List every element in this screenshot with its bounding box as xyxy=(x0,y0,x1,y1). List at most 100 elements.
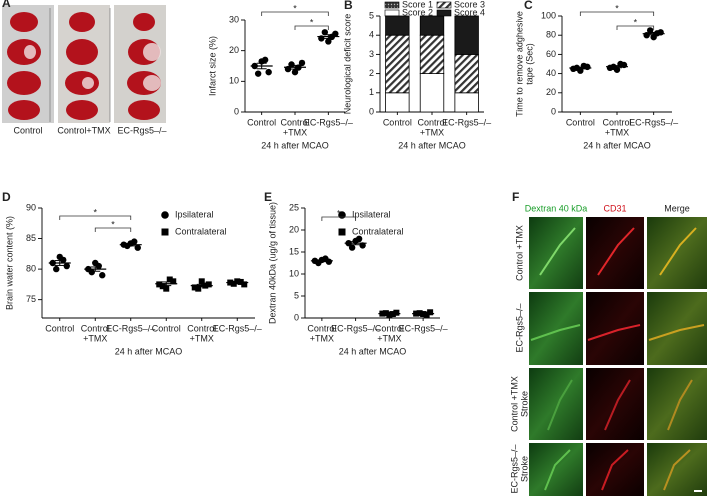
x-tick-label: Control xyxy=(602,117,631,127)
data-point xyxy=(423,311,430,318)
x-tick-label: +TMX xyxy=(310,333,334,343)
y-tick-label: 4 xyxy=(369,30,374,40)
row-label: Stroke xyxy=(519,391,529,417)
x-axis-label: 24 h after MCAO xyxy=(115,346,183,356)
significance-bracket xyxy=(579,11,655,16)
y-tick-label: 20 xyxy=(289,224,299,234)
x-tick-label: Control xyxy=(375,323,404,333)
y-tick-label: 40 xyxy=(546,68,556,78)
significance-label: * xyxy=(634,17,638,27)
legend-label: Score 1 xyxy=(402,0,433,9)
y-tick-label: 80 xyxy=(546,30,556,40)
data-point xyxy=(321,29,329,36)
x-tick-label: Control xyxy=(152,323,181,333)
legend-swatch xyxy=(384,1,400,9)
y-tick-label: 25 xyxy=(289,202,299,212)
y-tick-label: 80 xyxy=(26,263,36,273)
column-header: Merge xyxy=(664,203,690,213)
x-tick-label: Control xyxy=(307,323,336,333)
brain-photos xyxy=(2,5,166,123)
x-tick-label: +TMX xyxy=(83,333,107,343)
y-tick-label: 0 xyxy=(294,312,299,322)
legend-swatch xyxy=(436,9,452,17)
panel-label: A xyxy=(2,0,11,10)
data-point xyxy=(95,262,102,270)
x-tick-label: Control xyxy=(81,323,110,333)
significance-bracket xyxy=(616,25,655,30)
significance-label: * xyxy=(293,3,297,13)
x-axis-label: 24 h after MCAO xyxy=(339,346,407,356)
x-axis-label: 24 h after MCAO xyxy=(583,140,651,150)
panel-label: E xyxy=(264,190,272,204)
data-point xyxy=(254,70,262,77)
y-tick-label: 30 xyxy=(229,14,239,24)
data-point xyxy=(166,276,173,283)
legend-marker xyxy=(161,228,169,236)
panel-label: B xyxy=(344,0,353,12)
photo-caption: Control+TMX xyxy=(57,125,110,135)
row-label: Stroke xyxy=(519,456,529,482)
x-tick-label: EC-Rgs5–/– xyxy=(331,323,380,333)
x-tick-label: Control xyxy=(280,117,309,127)
data-point xyxy=(191,284,198,291)
y-tick-label: 2 xyxy=(369,68,374,78)
y-tick-label: 3 xyxy=(369,49,374,59)
legend-label: Contralateral xyxy=(352,226,404,236)
x-tick-label: Control xyxy=(187,323,216,333)
legend-swatch xyxy=(436,1,452,9)
y-tick-label: 5 xyxy=(294,290,299,300)
y-tick-label: 90 xyxy=(26,202,36,212)
data-point xyxy=(355,235,363,242)
row-label: Control +TMX xyxy=(514,225,524,281)
legend-label: Score 3 xyxy=(454,0,485,9)
y-tick-label: 85 xyxy=(26,233,36,243)
y-tick-label: 15 xyxy=(289,246,299,256)
data-point xyxy=(241,281,248,288)
x-tick-label: +TMX xyxy=(420,127,444,137)
data-point xyxy=(265,68,272,76)
significance-label: * xyxy=(310,17,314,27)
panel-label: C xyxy=(524,0,533,12)
data-point xyxy=(88,268,95,276)
y-tick-label: 0 xyxy=(551,106,556,116)
significance-bracket xyxy=(94,227,132,232)
micrographs xyxy=(529,217,707,496)
data-point xyxy=(386,311,393,318)
bar-segment xyxy=(419,73,445,113)
y-tick-label: 0 xyxy=(234,106,239,116)
y-tick-label: 1 xyxy=(369,87,374,97)
row-label: EC-Rgs5–/– xyxy=(514,303,524,352)
data-point xyxy=(163,285,170,292)
panel-label: F xyxy=(512,190,519,204)
significance-bracket xyxy=(294,25,329,30)
y-tick-label: 100 xyxy=(541,10,556,20)
data-point xyxy=(99,272,106,279)
legend-marker xyxy=(161,211,169,219)
column-header: Dextran 40 kDa xyxy=(525,203,588,213)
y-tick-label: 20 xyxy=(546,87,556,97)
row-label: Control +TMX xyxy=(509,376,519,432)
x-tick-label: EC-Rgs5–/– xyxy=(629,117,678,127)
significance-label: * xyxy=(111,219,115,229)
legend-label: Contralateral xyxy=(175,226,227,236)
y-axis-label: Brain water content (%) xyxy=(4,216,14,310)
x-tick-label: EC-Rgs5–/– xyxy=(213,323,262,333)
data-point xyxy=(348,244,356,251)
x-tick-label: +TMX xyxy=(190,333,214,343)
photo-caption: Control xyxy=(13,125,42,135)
legend-swatch xyxy=(384,9,400,17)
y-tick-label: 0 xyxy=(369,106,374,116)
significance-bracket xyxy=(321,216,357,221)
y-axis-label: Time to remove adghesive xyxy=(514,11,524,117)
data-point xyxy=(230,280,237,287)
data-point xyxy=(393,309,400,316)
panel-label: D xyxy=(2,190,11,204)
data-point xyxy=(288,61,295,68)
x-tick-label: Control xyxy=(417,117,446,127)
bar-segment xyxy=(385,34,410,94)
data-point xyxy=(646,27,654,34)
data-point xyxy=(291,68,299,76)
significance-label: * xyxy=(93,207,97,217)
bar-segment xyxy=(385,92,410,113)
x-axis-label: 24 h after MCAO xyxy=(398,140,466,150)
